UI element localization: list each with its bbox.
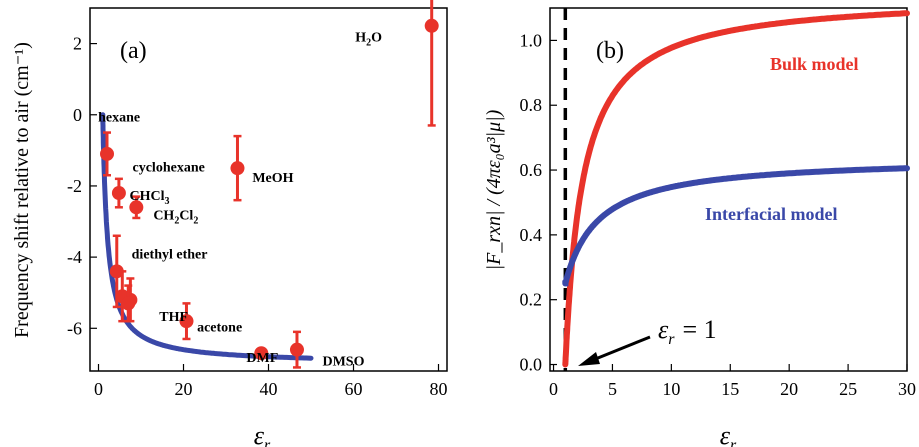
point-4-marker	[109, 264, 124, 279]
y-axis-label-a: Frequency shift relative to air (cm⁻¹)	[11, 42, 33, 338]
x-tick-label-b: 10	[662, 379, 680, 399]
annotation-sub: r	[668, 331, 675, 348]
x-axis-label-b-epsilon: ε	[720, 421, 731, 447]
point-label-after: O	[371, 30, 382, 45]
x-axis-label-a: εr	[254, 421, 271, 447]
point-label-name: acetone	[197, 321, 242, 336]
x-tick-label-a: 0	[94, 379, 103, 399]
legend-bulk-model: Bulk model	[770, 54, 859, 74]
x-axis-label-a-sub: r	[264, 437, 271, 447]
y-tick-label-b: 0.6	[520, 160, 543, 180]
y-tick-label-b: 0.4	[520, 225, 543, 245]
ticks-b: 0 5 10 15 20 25 30 0.0 0.2 0.4 0.6 0.8 1.0	[520, 30, 917, 399]
point-label-4: diethyl ether	[132, 248, 208, 263]
point-8-marker	[289, 342, 304, 357]
y-axis-label-b: |F_rxn| / (4πε₀a³|μ|)	[483, 109, 505, 270]
point-label-after: Cl	[179, 208, 193, 223]
point-label-2: CHCl3	[130, 189, 170, 207]
point-label-name: diethyl ether	[132, 248, 208, 263]
x-tick-label-b: 25	[839, 379, 857, 399]
x-axis-label-b-sub: r	[730, 437, 737, 447]
point-10-marker	[424, 18, 439, 33]
annotation-text: εr = 1	[658, 315, 717, 348]
data-points-a	[100, 0, 439, 369]
x-tick-label-b: 15	[721, 379, 739, 399]
point-label-name: hexane	[98, 111, 140, 126]
y-tick-label-b: 0.8	[520, 95, 543, 115]
point-label-1: cyclohexane	[133, 160, 205, 175]
series-line-1	[562, 165, 910, 287]
panel-label-a: (a)	[120, 38, 147, 64]
point-label-name: MeOH	[252, 171, 293, 186]
point-label-name: H	[355, 30, 366, 45]
extra-point-1-marker	[121, 296, 136, 311]
panel-b: 0 5 10 15 20 25 30 0.0 0.2 0.4 0.6 0.8 1.0 (b) Bulk …	[483, 7, 917, 447]
point-label-sub: 2	[366, 37, 371, 48]
panel-label-b: (b)	[596, 38, 624, 64]
y-tick-label-a: -4	[67, 247, 82, 267]
plot-frame-b	[549, 7, 908, 372]
epsilon-annotation: εr = 1	[578, 315, 717, 366]
point-label-7: DMF	[246, 351, 278, 366]
annotation-eq: = 1	[682, 315, 716, 344]
point-9-marker	[230, 161, 245, 176]
legend-interfacial-model: Interfacial model	[705, 204, 837, 224]
point-label-8: DMSO	[322, 354, 364, 369]
y-tick-label-a: 2	[73, 34, 82, 54]
x-tick-label-b: 20	[780, 379, 798, 399]
point-3-marker	[129, 200, 144, 215]
point-label-name: CHCl	[130, 189, 165, 204]
point-label-name: THF	[159, 310, 188, 325]
point-label-6: acetone	[197, 321, 242, 336]
x-tick-label-a: 80	[430, 379, 448, 399]
fit-curve-line	[100, 112, 314, 361]
point-label-sub: 3	[165, 196, 170, 207]
x-tick-label-b: 0	[549, 379, 558, 399]
y-tick-label-a: -2	[67, 176, 82, 196]
point-label-name: DMF	[246, 351, 278, 366]
x-tick-label-b: 5	[608, 379, 617, 399]
point-label-5: THF	[159, 310, 188, 325]
point-1-marker	[100, 146, 114, 161]
point-label-name: cyclohexane	[133, 160, 205, 175]
point-label-name: CH	[153, 208, 174, 223]
fit-curve-a	[100, 112, 314, 361]
annotation-epsilon: ε	[658, 315, 669, 344]
y-tick-label-a: -6	[67, 318, 82, 338]
x-axis-label-a-epsilon: ε	[254, 421, 265, 447]
point-label-3: CH2Cl2	[153, 208, 198, 226]
point-7-marker	[254, 346, 269, 361]
x-tick-label-a: 60	[345, 379, 363, 399]
y-tick-label-b: 0.2	[520, 290, 543, 310]
y-tick-label-b: 0.0	[520, 355, 543, 375]
point-label-0: hexane	[98, 111, 140, 126]
point-label-9: MeOH	[252, 171, 293, 186]
point-label-name: DMSO	[322, 354, 364, 369]
point-label-10: H2O	[355, 30, 382, 48]
x-tick-label-a: 40	[260, 379, 278, 399]
x-tick-label-a: 20	[175, 379, 193, 399]
point-6-marker	[179, 314, 194, 329]
point-label-sub2: 2	[193, 215, 198, 226]
y-tick-label-a: 0	[73, 105, 82, 125]
x-axis-label-b: εr	[720, 421, 737, 447]
point-label-sub: 2	[174, 215, 179, 226]
x-tick-label-b: 30	[898, 379, 916, 399]
y-tick-label-b: 1.0	[520, 30, 543, 50]
annotation-arrowhead	[578, 352, 600, 366]
model-curves-b	[562, 10, 910, 368]
point-2-marker	[111, 186, 126, 201]
annotation-arrow	[587, 335, 651, 364]
series-line-0	[562, 10, 910, 368]
